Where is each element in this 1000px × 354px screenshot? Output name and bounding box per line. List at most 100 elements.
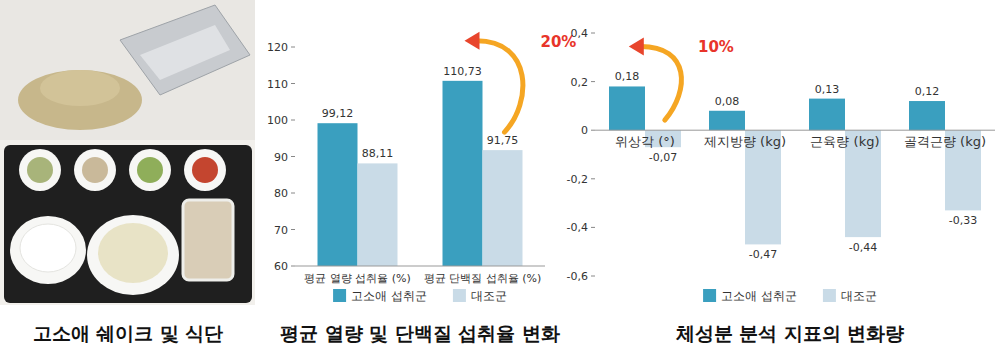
y-tick-label: -0,4 — [567, 221, 588, 234]
pouch-highlight — [140, 25, 230, 80]
side-dish — [192, 157, 218, 183]
y-tick-label: 110 — [267, 78, 288, 91]
side-dish — [82, 157, 108, 183]
annotation-arrow — [477, 41, 523, 132]
bar — [318, 123, 358, 266]
data-label: -0,07 — [649, 151, 677, 164]
data-label: -0,33 — [949, 214, 977, 227]
category-label: 근육량 (kg) — [810, 134, 879, 149]
photo-panel — [0, 0, 255, 305]
table-surface — [0, 140, 255, 305]
y-tick-label: 90 — [274, 151, 288, 164]
bar — [609, 86, 645, 130]
shake-glass — [183, 200, 233, 280]
data-label: 0,12 — [915, 85, 940, 98]
y-tick-label: 120 — [267, 41, 288, 54]
y-tick-label: 80 — [274, 187, 288, 200]
bars — [609, 86, 981, 244]
category-label: 골격근량 (kg) — [904, 134, 986, 149]
annotation-arrow — [641, 46, 682, 120]
legend-swatch — [823, 289, 836, 302]
y-tick — [591, 178, 595, 179]
data-label: 110,73 — [443, 65, 482, 78]
y-tick — [591, 81, 595, 82]
category-label: 평균 단백질 섭취율 (%) — [424, 272, 542, 285]
data-label: 99,12 — [322, 107, 354, 120]
y-tick — [291, 47, 295, 48]
data-labels: 99,12 110,73 88,11 91,75 — [322, 65, 519, 161]
chart: 60 70 80 90 100 110 120 99,12 110,73 88,11 91,75 평균… — [267, 32, 576, 344]
legend: 고소애 섭취군 대조군 — [333, 289, 507, 303]
y-tick — [591, 33, 595, 34]
legend: 고소애 섭취군 대조군 — [703, 289, 877, 303]
data-label: 91,75 — [487, 134, 519, 147]
chart: -0,6 -0,4 -0,2 0 0,2 0,4 0,18 0,08 0,13 0,12 -0,07… — [567, 27, 995, 344]
rice — [20, 224, 76, 272]
pouch — [120, 5, 250, 95]
y-tick — [291, 83, 295, 84]
y-tick — [591, 227, 595, 228]
soup — [98, 223, 168, 283]
y-tick — [291, 156, 295, 157]
data-label: 88,11 — [362, 147, 394, 160]
data-label: 0,13 — [815, 83, 840, 96]
legend-label: 고소애 섭취군 — [721, 289, 797, 303]
category-label: 위상각 (°) — [615, 134, 675, 149]
bars — [318, 81, 523, 266]
caption: 고소애 쉐이크 및 식단 — [33, 322, 224, 344]
annotation: 10% — [698, 38, 734, 56]
y-tick-label: 70 — [274, 224, 288, 237]
legend-swatch — [453, 289, 466, 302]
side-dish — [137, 157, 163, 183]
bar — [483, 150, 523, 266]
y-tick-label: 60 — [274, 260, 288, 273]
data-label: 0,18 — [615, 70, 640, 83]
y-tick-label: -0,6 — [567, 270, 588, 283]
y-tick-label: 0 — [581, 124, 588, 137]
y-tick — [591, 130, 595, 131]
y-tick — [291, 229, 295, 230]
category-label: 평균 열량 섭취율 (%) — [304, 272, 411, 285]
soup-bowl — [87, 215, 179, 295]
legend-label: 대조군 — [471, 289, 507, 303]
data-labels: 0,18 0,08 0,13 0,12 -0,07 -0,47 -0,44 -0,33 — [615, 70, 977, 261]
caption: 평균 열량 및 단백질 섭취율 변화 — [280, 322, 560, 344]
rice-bowl — [10, 216, 86, 284]
bar — [909, 101, 945, 130]
caption: 체성분 분석 지표의 변화량 — [675, 322, 905, 344]
tray — [4, 145, 252, 303]
legend-swatch — [333, 289, 346, 302]
y-tick-label: 0,4 — [571, 27, 589, 40]
bar — [709, 111, 745, 130]
y-tick-label: 0,2 — [571, 76, 589, 89]
y-tick-label: -0,2 — [567, 173, 588, 186]
data-label: 0,08 — [715, 95, 740, 108]
powder-top — [40, 70, 120, 106]
bar — [809, 99, 845, 131]
legend-label: 대조군 — [841, 289, 877, 303]
powder-pile — [18, 70, 142, 130]
annotation-arrowhead — [629, 37, 644, 55]
side-dish-bowl — [129, 149, 171, 191]
baseline — [295, 266, 545, 267]
category-label: 제지방량 (kg) — [704, 134, 786, 149]
side-dish-bowl — [19, 149, 61, 191]
data-label: -0,47 — [749, 248, 777, 261]
y-tick — [591, 276, 595, 277]
y-tick — [291, 193, 295, 194]
baseline — [595, 130, 995, 131]
annotation-arrowhead — [465, 32, 480, 50]
side-dish-bowl — [74, 149, 116, 191]
data-label: -0,44 — [849, 241, 877, 254]
y-tick — [291, 120, 295, 121]
photo-background — [0, 0, 255, 140]
y-tick-label: 100 — [267, 114, 288, 127]
legend-swatch — [703, 289, 716, 302]
side-dish — [27, 157, 53, 183]
legend-label: 고소애 섭취군 — [351, 289, 427, 303]
y-tick — [291, 266, 295, 267]
figure: 고소애 쉐이크 및 식단 60 70 80 90 100 110 120 99,12 110,73… — [0, 0, 1000, 354]
side-dish-bowl — [184, 149, 226, 191]
bar — [358, 163, 398, 266]
bar — [443, 81, 483, 266]
